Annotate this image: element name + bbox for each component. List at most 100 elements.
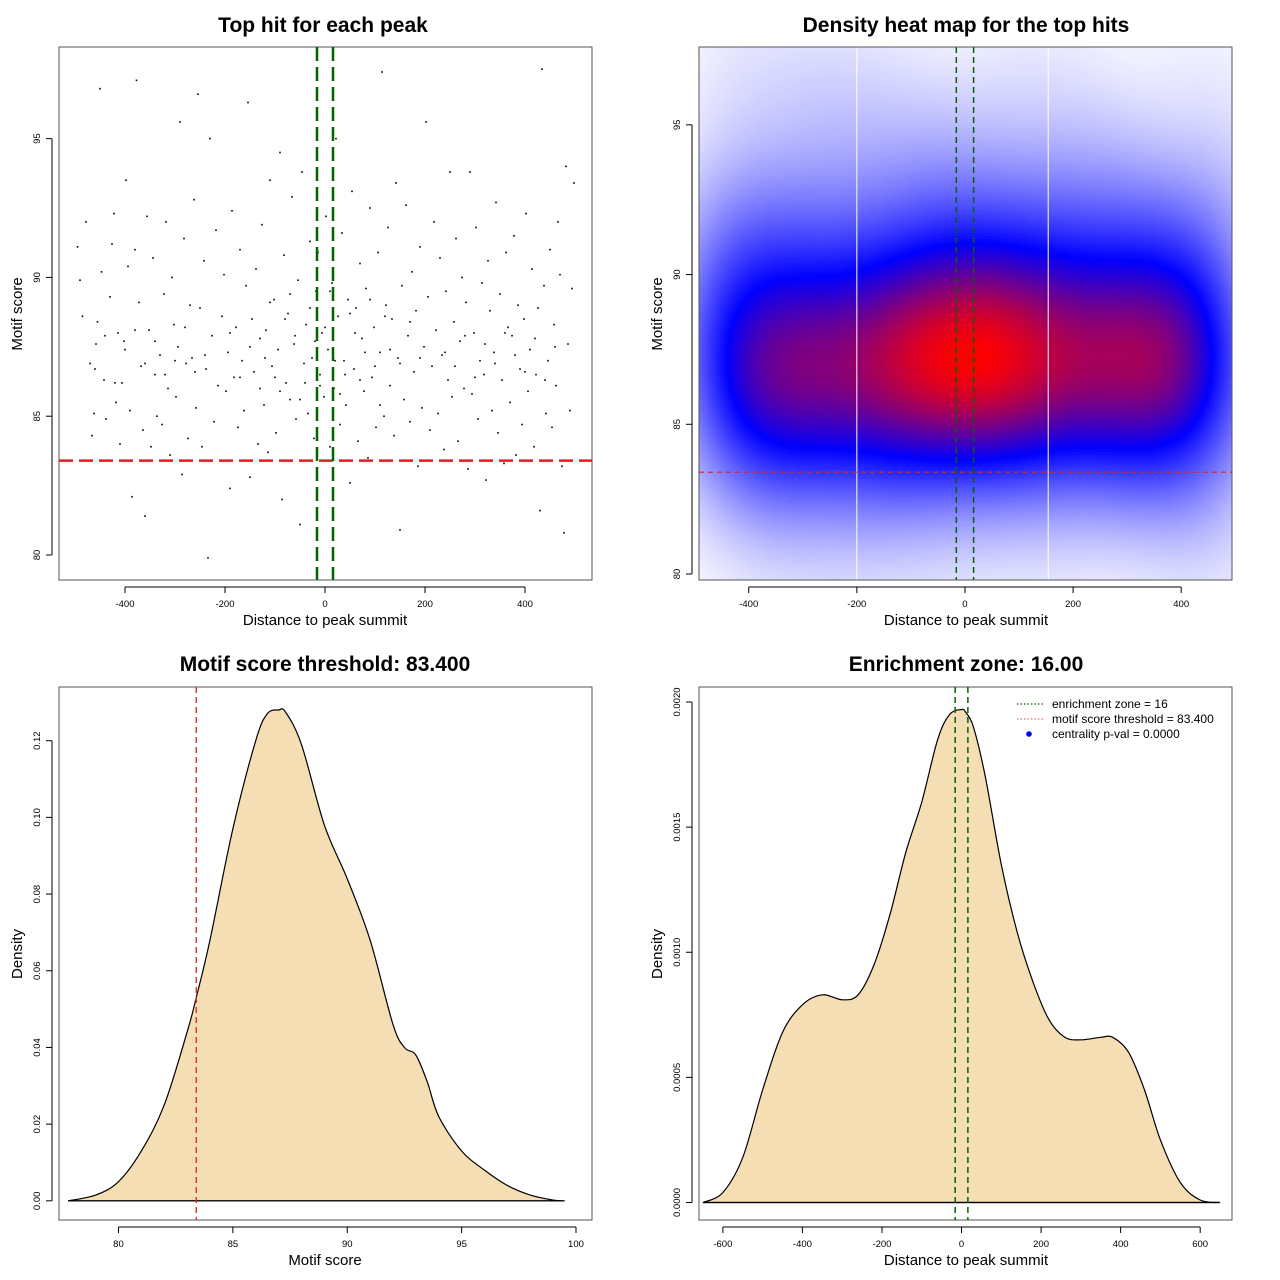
- scatter-point: [455, 237, 457, 240]
- scatter-point: [281, 498, 283, 501]
- scatter-point: [523, 318, 525, 320]
- scatter-point: [279, 151, 281, 154]
- scatter-point: [485, 479, 487, 481]
- distance-density-y-tick-label: 0.0020: [672, 687, 683, 716]
- scatter-point: [179, 121, 181, 123]
- scatter-x-tick-label: -200: [215, 599, 234, 610]
- scatter-point: [393, 434, 395, 437]
- distance-density-y-tick-label: 0.0015: [672, 813, 683, 842]
- scatter-point: [285, 382, 287, 384]
- heatmap-title: Density heat map for the top hits: [803, 14, 1130, 37]
- scatter-point: [159, 354, 161, 356]
- scatter-point: [419, 357, 421, 359]
- scatter-point: [451, 395, 453, 398]
- scatter-point: [341, 232, 343, 234]
- scatter-point: [519, 368, 521, 370]
- scatter-point: [361, 337, 363, 340]
- scatter-point: [351, 190, 353, 193]
- scatter-point: [117, 332, 119, 334]
- scatter-point: [223, 273, 225, 276]
- distance-density-y-tick-label: 0.0010: [672, 938, 683, 967]
- score-density-x-tick-label: 85: [228, 1239, 239, 1250]
- scatter-y-tick-label: 95: [32, 133, 43, 144]
- scatter-point: [444, 351, 446, 354]
- scatter-point: [111, 243, 113, 245]
- distance-density-panel: Enrichment zone: 16.00 -600 -400 -200 0 200 4…: [649, 653, 1233, 1269]
- scatter-point: [421, 407, 423, 409]
- scatter-point: [407, 334, 409, 337]
- scatter-point: [103, 379, 105, 381]
- scatter-point: [505, 251, 507, 254]
- scatter-point: [247, 101, 249, 104]
- scatter-point: [565, 165, 567, 168]
- scatter-point: [524, 370, 526, 373]
- scatter-point: [539, 509, 541, 512]
- scatter-point: [229, 487, 231, 490]
- scatter-point: [294, 334, 296, 337]
- scatter-point: [491, 409, 493, 412]
- scatter-point: [129, 409, 131, 412]
- score-density-y-label: Density: [9, 928, 26, 979]
- scatter-point: [474, 376, 476, 379]
- scatter-point: [534, 337, 536, 340]
- scatter-point: [233, 376, 235, 379]
- scatter-point: [397, 357, 399, 359]
- score-density-y-tick-label: 0.02: [32, 1115, 43, 1134]
- distance-density-legend: enrichment zone = 16 motif score thresho…: [1017, 697, 1214, 741]
- scatter-reference-lines: [59, 47, 592, 580]
- scatter-x-tick-label: 0: [322, 599, 327, 610]
- scatter-point: [445, 290, 447, 293]
- distance-density-plot-frame: [698, 686, 1233, 1221]
- scatter-point: [401, 284, 403, 287]
- scatter-point: [417, 465, 419, 467]
- scatter-point: [185, 362, 187, 365]
- scatter-point: [109, 296, 111, 298]
- scatter-x-axis: -400 -200 0 200 400: [115, 586, 533, 610]
- legend-threshold-label: motif score threshold = 83.400: [1052, 712, 1214, 726]
- scatter-point: [183, 237, 185, 240]
- scatter-point: [493, 351, 495, 354]
- scatter-point: [387, 226, 389, 229]
- scatter-point: [271, 365, 273, 368]
- scatter-point: [359, 262, 361, 265]
- scatter-point: [217, 384, 219, 387]
- scatter-point: [557, 221, 559, 223]
- scatter-point: [319, 384, 321, 387]
- scatter-panel: Top hit for each peak -400 -200 0 200 400 80…: [9, 14, 593, 629]
- scatter-point: [309, 240, 311, 243]
- scatter-point: [364, 351, 366, 354]
- scatter-point: [321, 332, 323, 334]
- scatter-point: [457, 440, 459, 442]
- distance-density-y-tick-label: 0.0000: [672, 1188, 683, 1217]
- scatter-point: [241, 359, 243, 362]
- scatter-point: [487, 259, 489, 262]
- scatter-point: [189, 304, 191, 306]
- score-density-x-tick-label: 80: [113, 1239, 124, 1250]
- scatter-point: [277, 348, 279, 351]
- scatter-point: [287, 312, 289, 315]
- scatter-point: [381, 71, 383, 73]
- scatter-point: [169, 454, 171, 456]
- scatter-point: [449, 171, 451, 173]
- scatter-point: [469, 171, 471, 173]
- distance-density-x-tick-label: -600: [713, 1239, 732, 1250]
- scatter-point: [150, 445, 152, 448]
- scatter-point: [561, 465, 563, 467]
- scatter-point: [571, 287, 573, 290]
- scatter-point: [135, 79, 138, 82]
- scatter-point: [249, 476, 251, 479]
- scatter-point: [259, 387, 261, 390]
- scatter-point: [187, 437, 189, 440]
- scatter-point: [329, 445, 331, 448]
- scatter-point: [383, 415, 385, 418]
- scatter-point: [467, 468, 469, 470]
- scatter-point: [231, 209, 233, 212]
- scatter-y-label: Motif score: [9, 277, 26, 350]
- distance-density-y-axis: 0.0000 0.0005 0.0010 0.0015 0.0020: [672, 687, 693, 1217]
- scatter-plot-frame: [58, 46, 593, 581]
- legend-pval-label: centrality p-val = 0.0000: [1052, 727, 1180, 741]
- scatter-point: [501, 379, 503, 381]
- heatmap-canvas-holder: [699, 47, 1232, 580]
- heatmap-x-tick-label: 200: [1065, 599, 1081, 610]
- scatter-point: [291, 196, 293, 198]
